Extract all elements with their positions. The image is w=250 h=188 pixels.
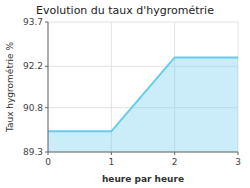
chart: 89.3 90.8 92.2 93.7 0 1 2 3 Evolution du taux d'…	[0, 0, 250, 188]
y-axis-line	[48, 22, 49, 152]
x-tick-label: 0	[45, 157, 51, 167]
y-tick-label: 89.3	[23, 147, 43, 157]
x-tick-label: 3	[235, 157, 241, 167]
x-axis-line	[48, 152, 238, 153]
x-tick	[174, 152, 175, 155]
y-tick	[45, 22, 48, 23]
line	[48, 57, 238, 131]
x-tick-label: 2	[172, 157, 178, 167]
y-tick-label: 92.2	[23, 61, 43, 71]
y-axis-label: Taux hygrométrie %	[5, 41, 15, 133]
x-tick	[238, 152, 239, 155]
area-fill	[48, 57, 238, 152]
y-tick	[45, 107, 48, 108]
y-tick	[45, 66, 48, 67]
y-tick-label: 90.8	[23, 103, 43, 113]
grid-line-x	[48, 22, 49, 152]
grid-line-y	[48, 22, 238, 23]
grid-line-y	[48, 152, 238, 153]
title: Evolution du taux d'hygrométrie	[36, 4, 214, 17]
x-tick	[111, 152, 112, 155]
x-axis-label: heure par heure	[102, 174, 184, 184]
x-tick-label: 1	[108, 157, 114, 167]
x-tick	[48, 152, 49, 155]
plot-area	[48, 57, 238, 152]
y-tick-label: 93.7	[23, 17, 43, 27]
grid	[48, 22, 238, 152]
